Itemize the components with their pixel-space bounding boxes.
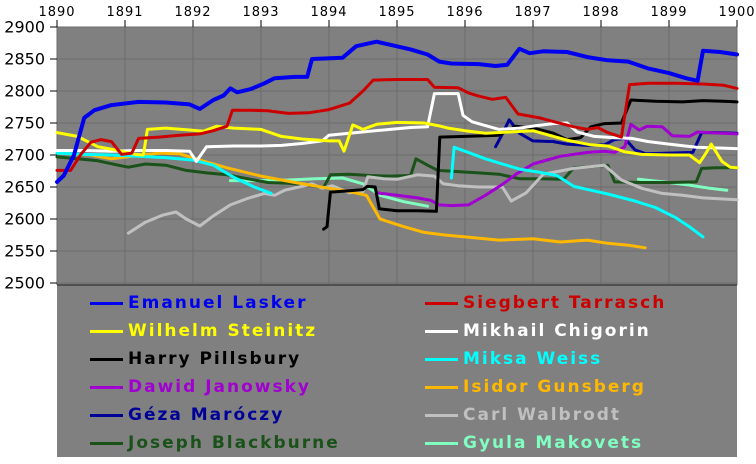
legend-item-emanuel-lasker: Emanuel Lasker [90,289,340,317]
legend-label: Mikhail Chigorin [463,320,651,341]
series-line-miksa-weiss [55,151,273,195]
legend-label: Wilhelm Steinitz [128,320,318,341]
y-tick-label: 2750 [4,114,45,133]
legend-color-line [90,385,123,389]
x-tick-label: 1899 [650,5,687,20]
x-tick-label: 1895 [378,5,415,20]
legend-label: Dawid Janowsky [128,376,311,397]
legend-label: Emanuel Lasker [128,292,308,313]
legend-color-line [425,329,458,333]
x-tick-label: 1891 [106,5,143,20]
legend-label: Joseph Blackburne [128,432,340,453]
legend-color-line [90,441,123,445]
x-tick-label: 1892 [174,5,211,20]
series-line-gyula-makovets [228,176,430,208]
legend-color-line [90,329,123,333]
legend-label: Harry Pillsbury [128,348,302,369]
legend-color-line [425,385,458,389]
x-tick-label: 1898 [582,5,619,20]
legend-label: Siegbert Tarrasch [463,292,667,313]
y-tick-label: 2850 [4,50,45,69]
legend-color-line [425,357,458,361]
y-tick-label: 2500 [4,274,45,293]
y-tick-label: 2700 [4,146,45,165]
legend-item-harry-pillsbury: Harry Pillsbury [90,345,340,373]
legend-column-1: Emanuel Lasker Wilhelm Steinitz Harry Pill… [90,289,340,457]
legend-color-line [425,413,458,417]
y-tick-label: 2900 [4,18,45,37]
series-line-siegbert-tarrasch [55,78,739,172]
x-tick-label: 1896 [446,5,483,20]
x-tick-label: 1897 [514,5,551,20]
legend-label: Géza Maróczy [128,404,285,425]
x-tick-label: 1900 [718,5,755,20]
legend-color-line [425,301,458,305]
legend-label: Gyula Makovets [463,432,644,453]
legend-label: Miksa Weiss [463,348,603,369]
legend-color-line [90,357,123,361]
series-line-miksa-weiss [449,145,705,239]
legend-label: Isidor Gunsberg [463,376,646,397]
y-tick-label: 2600 [4,210,45,229]
legend-item-joseph-blackburne: Joseph Blackburne [90,429,340,457]
series-line-wilhelm-steinitz [55,120,739,170]
legend-item-geza-maroczy: Géza Maróczy [90,401,340,429]
legend-column-2: Siegbert Tarrasch Mikhail Chigorin Miksa W… [425,289,666,457]
legend-item-miksa-weiss: Miksa Weiss [425,345,666,373]
legend-color-line [425,441,458,445]
y-tick-label: 2800 [4,82,45,101]
legend-label: Carl Walbrodt [463,404,622,425]
legend-item-carl-walbrodt: Carl Walbrodt [425,401,666,429]
legend-item-isidor-gunsberg: Isidor Gunsberg [425,373,666,401]
y-tick-label: 2550 [4,242,45,261]
y-tick-label: 2650 [4,178,45,197]
legend-item-wilhelm-steinitz: Wilhelm Steinitz [90,317,340,345]
legend-item-siegbert-tarrasch: Siegbert Tarrasch [425,289,666,317]
series-line-carl-walbrodt [126,163,739,235]
x-tick-label: 1890 [38,5,75,20]
legend-item-mikhail-chigorin: Mikhail Chigorin [425,317,666,345]
legend-item-dawid-janowsky: Dawid Janowsky [90,373,340,401]
series-line-emanuel-lasker [55,39,739,184]
series-line-isidor-gunsberg [55,151,647,250]
series-line-dawid-janowsky [375,122,739,208]
legend-color-line [90,301,123,305]
series-line-mikhail-chigorin [55,92,739,163]
x-tick-label: 1894 [310,5,347,20]
legend-item-gyula-makovets: Gyula Makovets [425,429,666,457]
x-tick-label: 1893 [242,5,279,20]
legend-color-line [90,413,123,417]
